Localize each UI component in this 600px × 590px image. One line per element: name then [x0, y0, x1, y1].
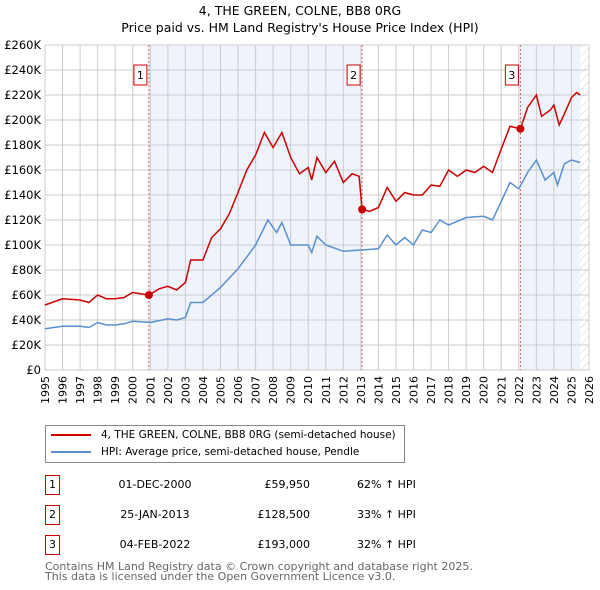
sale-point — [358, 205, 367, 214]
x-tick-label: 2024 — [548, 376, 561, 404]
x-tick-label: 1995 — [39, 376, 52, 404]
transaction-price: £128,500 — [257, 508, 311, 521]
x-tick-label: 2016 — [408, 376, 421, 404]
transaction-number: 2 — [45, 505, 60, 525]
transaction-row: 3 04-FEB-2022 £193,000 32% ↑ HPI — [45, 535, 465, 555]
sale-label: 2 — [350, 69, 357, 82]
x-tick-label: 2001 — [144, 376, 157, 404]
sale-label-box — [346, 64, 361, 86]
y-tick-label: £240K — [4, 63, 41, 77]
transaction-date: 04-FEB-2022 — [119, 538, 191, 551]
y-tick-label: £100K — [4, 238, 41, 252]
transaction-number: 1 — [45, 475, 60, 495]
x-tick-label: 2010 — [302, 376, 315, 404]
legend-hpi-label: HPI: Average price, semi-detached house,… — [101, 446, 360, 458]
y-tick-label: £200K — [4, 113, 41, 127]
y-tick-label: £60K — [12, 288, 42, 302]
x-tick-label: 2000 — [127, 376, 140, 404]
x-tick-label: 2023 — [530, 376, 543, 404]
footer-licence: This data is licensed under the Open Gov… — [45, 570, 396, 583]
x-tick-label: 2004 — [197, 376, 210, 404]
transaction-hpi: 33% ↑ HPI — [357, 508, 416, 521]
transaction-date: 01-DEC-2000 — [118, 478, 192, 491]
x-tick-label: 2020 — [478, 376, 491, 404]
plot-border — [44, 44, 590, 371]
y-tick-label: £20K — [12, 338, 42, 352]
transaction-row: 2 25-JAN-2013 £128,500 33% ↑ HPI — [45, 505, 465, 525]
transaction-price: £59,950 — [264, 478, 311, 491]
x-tick-label: 2007 — [250, 376, 263, 404]
chart-subtitle: Price paid vs. HM Land Registry's House … — [121, 20, 479, 35]
transaction-hpi: 32% ↑ HPI — [357, 538, 416, 551]
transaction-date: 25-JAN-2013 — [120, 508, 190, 521]
transaction-number: 3 — [45, 535, 60, 555]
chart-title: 4, THE GREEN, COLNE, BB8 0RG — [198, 3, 402, 18]
x-tick-label: 2021 — [495, 376, 508, 404]
legend: 4, THE GREEN, COLNE, BB8 0RG (semi-detac… — [45, 425, 405, 463]
x-tick-label: 2009 — [285, 376, 298, 404]
x-tick-label: 2012 — [337, 376, 350, 404]
x-tick-label: 2017 — [425, 376, 438, 404]
transaction-row: 1 01-DEC-2000 £59,950 62% ↑ HPI — [45, 475, 465, 495]
y-tick-label: £80K — [12, 263, 42, 277]
y-tick-label: £180K — [4, 138, 41, 152]
x-tick-label: 2008 — [267, 376, 280, 404]
x-tick-label: 2026 — [583, 376, 596, 404]
x-tick-label: 2022 — [513, 376, 526, 404]
legend-property-label: 4, THE GREEN, COLNE, BB8 0RG (semi-detac… — [101, 429, 396, 441]
series-line-hpi — [44, 158, 581, 330]
y-tick-label: £120K — [4, 213, 41, 227]
sale-label: 1 — [137, 69, 144, 82]
x-tick-label: 2013 — [355, 376, 368, 404]
x-tick-label: 2002 — [162, 376, 175, 404]
sale-label-box — [133, 64, 148, 86]
y-tick-label: £140K — [4, 188, 41, 202]
x-tick-label: 2014 — [372, 376, 385, 404]
transaction-hpi: 62% ↑ HPI — [357, 478, 416, 491]
sale-label: 3 — [508, 69, 515, 82]
y-tick-label: £0 — [26, 363, 41, 377]
forecast-hatch — [580, 45, 589, 370]
transaction-price: £193,000 — [257, 538, 311, 551]
x-tick-label: 2015 — [390, 376, 403, 404]
price-chart: 1995 1996 1997 1998 1999 2000 2001 2002 2003 2004… — [4, 38, 596, 404]
y-tick-label: £260K — [4, 38, 41, 52]
series-line-property — [44, 91, 581, 306]
x-tick-label: 2019 — [460, 376, 473, 404]
x-tick-label: 1999 — [109, 376, 122, 404]
y-tick-label: £40K — [12, 313, 42, 327]
x-tick-label: 1996 — [57, 376, 70, 404]
y-tick-label: £160K — [4, 163, 41, 177]
sale-point — [144, 291, 153, 300]
legend-property-swatch — [51, 434, 91, 436]
footer-copyright: Contains HM Land Registry data © Crown c… — [45, 560, 473, 573]
x-tick-label: 2011 — [320, 376, 333, 404]
sale-label-box — [504, 64, 519, 86]
x-tick-label: 2003 — [179, 376, 192, 404]
legend-hpi-swatch — [51, 451, 91, 453]
x-tick-label: 2006 — [232, 376, 245, 404]
x-tick-label: 1997 — [74, 376, 87, 404]
x-tick-label: 2025 — [565, 376, 578, 404]
x-tick-label: 2005 — [214, 376, 227, 404]
x-tick-label: 1998 — [92, 376, 105, 404]
y-tick-label: £220K — [4, 88, 41, 102]
x-tick-label: 2018 — [443, 376, 456, 404]
sale-point — [516, 124, 525, 133]
